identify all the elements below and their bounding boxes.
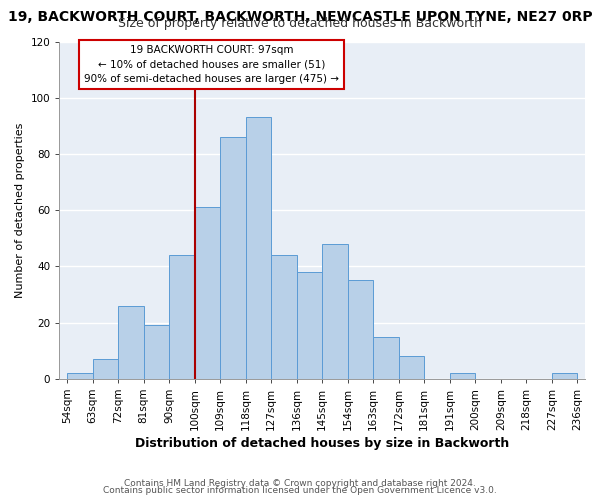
Bar [194, 208, 220, 379]
Bar [450, 374, 475, 379]
Text: Size of property relative to detached houses in Backworth: Size of property relative to detached ho… [118, 18, 482, 30]
Bar [92, 359, 118, 379]
Bar [373, 336, 399, 379]
Bar [271, 255, 296, 379]
Bar [552, 374, 577, 379]
Y-axis label: Number of detached properties: Number of detached properties [15, 122, 25, 298]
Bar [245, 118, 271, 379]
Text: Contains HM Land Registry data © Crown copyright and database right 2024.: Contains HM Land Registry data © Crown c… [124, 478, 476, 488]
Bar [67, 374, 92, 379]
Bar [347, 280, 373, 379]
X-axis label: Distribution of detached houses by size in Backworth: Distribution of detached houses by size … [135, 437, 509, 450]
Bar [322, 244, 347, 379]
Text: 19 BACKWORTH COURT: 97sqm
← 10% of detached houses are smaller (51)
90% of semi-: 19 BACKWORTH COURT: 97sqm ← 10% of detac… [84, 45, 339, 84]
Bar [296, 272, 322, 379]
Bar [399, 356, 424, 379]
Bar [143, 326, 169, 379]
Bar [118, 306, 143, 379]
Bar [169, 255, 194, 379]
Text: Contains public sector information licensed under the Open Government Licence v3: Contains public sector information licen… [103, 486, 497, 495]
Bar [220, 137, 245, 379]
Text: 19, BACKWORTH COURT, BACKWORTH, NEWCASTLE UPON TYNE, NE27 0RP: 19, BACKWORTH COURT, BACKWORTH, NEWCASTL… [8, 10, 592, 24]
